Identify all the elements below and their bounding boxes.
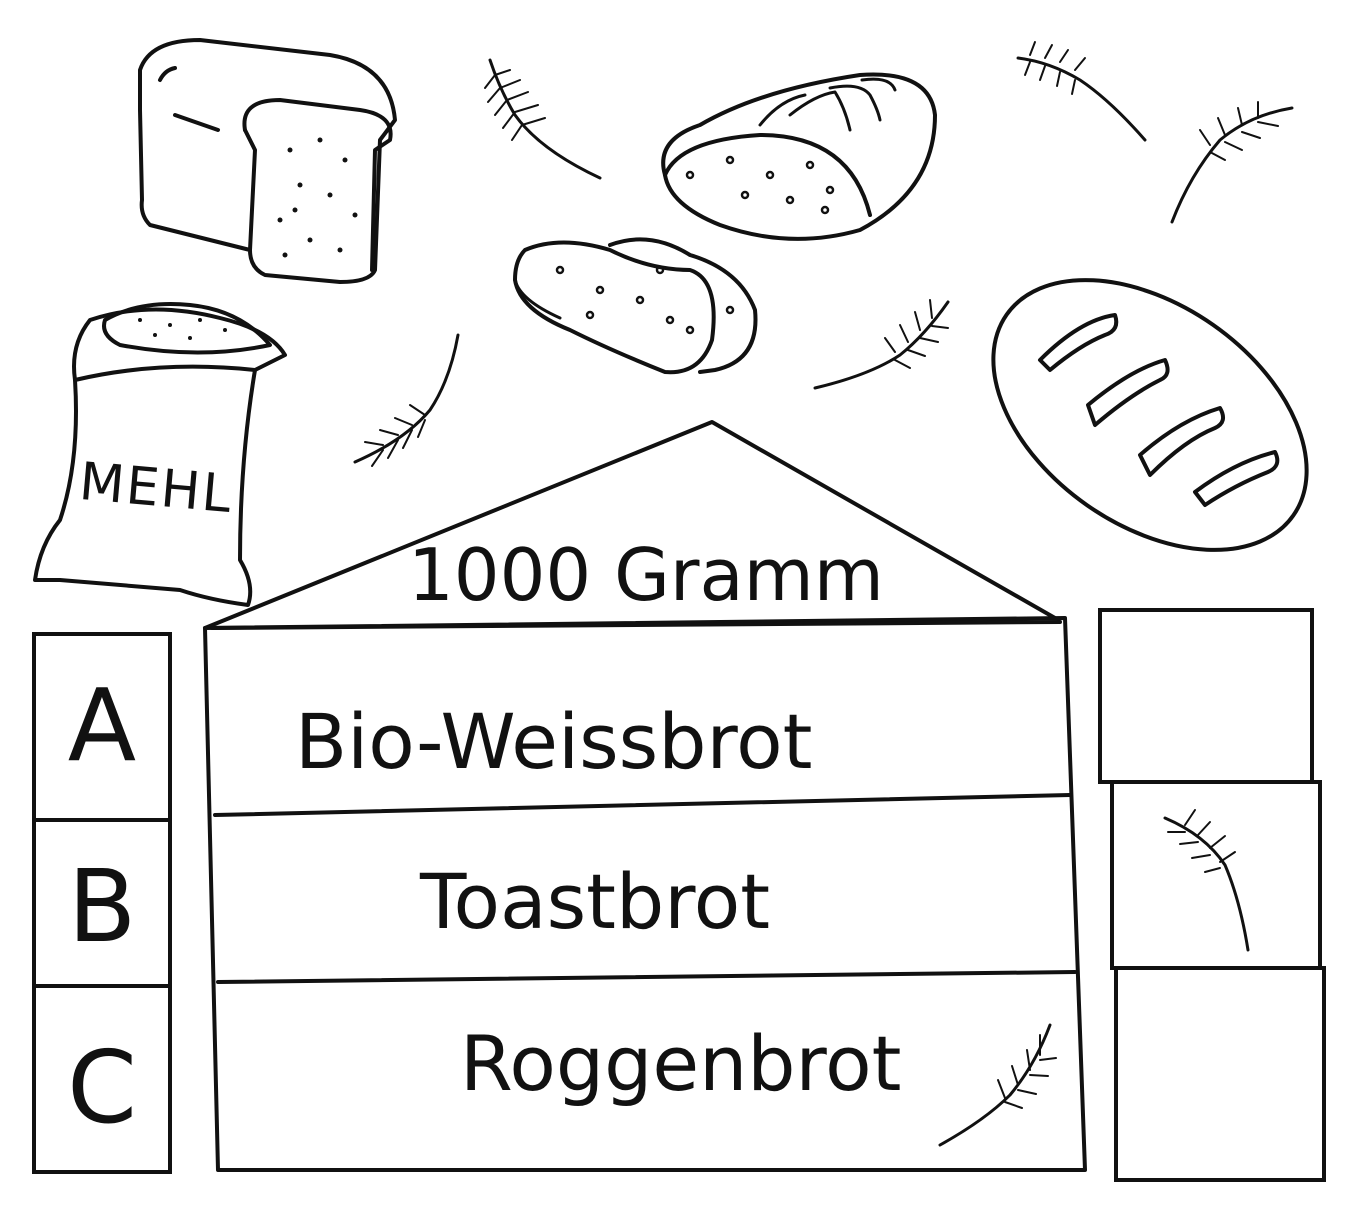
letter-cell-a[interactable]: A — [32, 632, 172, 822]
answer-box-a[interactable] — [1098, 608, 1314, 784]
letter-b: B — [67, 848, 137, 965]
wheat-ear-icon — [813, 299, 950, 390]
option-b-name: Toastbrot — [419, 857, 770, 946]
option-c-name: Roggenbrot — [460, 1019, 901, 1108]
wheat-ear-icon — [484, 58, 602, 180]
flour-sack-icon: MEHL — [33, 302, 287, 607]
wheat-ear-icon — [1163, 809, 1250, 952]
letter-cell-b[interactable]: B — [32, 818, 172, 988]
house-roof: 1000 Gramm — [203, 420, 1057, 630]
answer-box-c[interactable] — [1114, 966, 1326, 1182]
house-body: Bio-Weissbrot Toastbrot Roggenbrot — [203, 616, 1087, 1172]
toast-loaf-icon — [138, 38, 397, 284]
letter-a: A — [67, 667, 137, 784]
wheat-ear-icon — [353, 333, 460, 467]
letter-cell-c[interactable]: C — [32, 984, 172, 1174]
wheat-ear-icon — [1016, 41, 1147, 142]
roof-label: 1000 Gramm — [408, 533, 884, 617]
wheat-ear-icon — [938, 1023, 1057, 1147]
option-a-name: Bio-Weissbrot — [295, 697, 812, 786]
sack-label: MEHL — [77, 452, 235, 525]
answer-box-b[interactable] — [1110, 780, 1322, 970]
bread-slice-icon — [513, 237, 758, 375]
baguette-icon — [991, 278, 1309, 552]
letter-c: C — [67, 1029, 137, 1146]
wheat-ear-icon — [1170, 101, 1294, 224]
bread-loaf-icon — [661, 72, 937, 241]
